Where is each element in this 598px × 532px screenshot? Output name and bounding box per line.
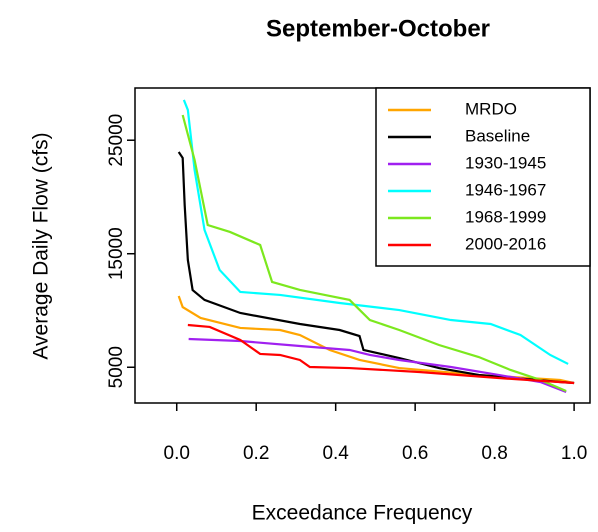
y-axis-label: Average Daily Flow (cfs) [30,132,53,359]
legend-label: 2000-2016 [465,234,546,253]
x-tick-label: 0.0 [164,443,190,464]
y-tick-label: 5000 [106,346,127,388]
series-line [181,114,567,392]
chart-title: September-October [266,15,490,42]
series-line [182,99,569,365]
x-tick-label: 0.6 [402,443,428,464]
legend-label: 1968-1999 [465,207,546,226]
y-tick-label: 15000 [106,227,127,280]
x-tick-label: 0.2 [243,443,269,464]
x-tick-label: 0.8 [481,443,507,464]
x-axis-label: Exceedance Frequency [252,502,473,525]
x-tick-label: 0.4 [322,443,349,464]
legend-label: MRDO [465,99,517,118]
series-line [177,151,575,385]
y-tick-label: 25000 [106,114,127,167]
legend-label: 1930-1945 [465,153,546,172]
legend-box [375,87,591,267]
legend-label: Baseline [465,126,530,145]
series-line [188,337,567,394]
series-line [187,323,575,385]
legend-label: 1946-1967 [465,180,546,199]
x-tick-label: 1.0 [561,443,587,464]
